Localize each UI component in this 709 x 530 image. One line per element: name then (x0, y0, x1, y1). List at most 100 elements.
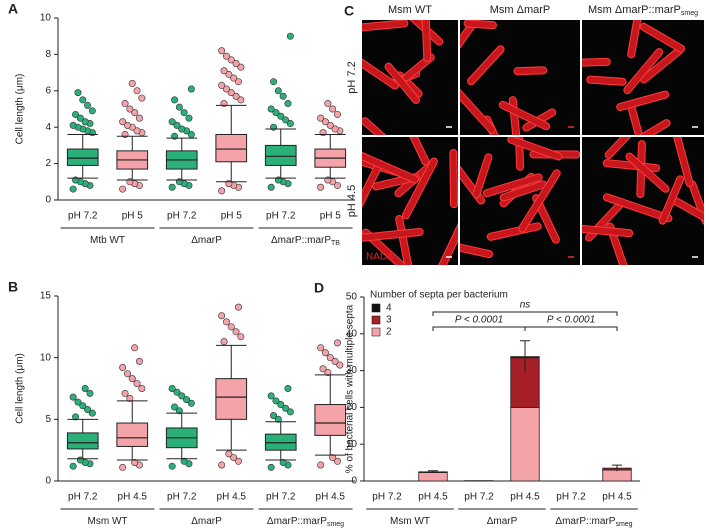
box (66, 148, 99, 166)
cell (362, 227, 424, 243)
group-label-main: Mtb WT (90, 235, 125, 246)
cell (604, 137, 641, 159)
outlier (138, 94, 146, 102)
significance-bracket (432, 326, 526, 331)
outlier (135, 357, 143, 365)
outlier (183, 396, 191, 404)
outlier (133, 380, 141, 388)
y-tick-label: 30 (346, 365, 358, 376)
box (66, 432, 99, 450)
outlier (119, 118, 127, 126)
outlier (326, 121, 334, 129)
outlier (76, 114, 84, 122)
cell (582, 57, 611, 67)
column-header-main: Msm ΔmarP::marP (588, 4, 681, 16)
cell (400, 137, 430, 166)
y-tick-label: 8 (45, 49, 51, 60)
cell (627, 20, 645, 59)
cell (482, 173, 543, 198)
panel-letter: C (344, 3, 354, 19)
cell (658, 175, 685, 225)
outlier (237, 96, 245, 104)
box (215, 133, 248, 163)
outlier (333, 457, 341, 465)
outlier (279, 92, 287, 100)
outlier (267, 392, 275, 400)
column-header: Msm ΔmarP (490, 4, 551, 16)
legend-swatch (371, 303, 381, 313)
bar-segment (418, 472, 448, 482)
group-label-main: ΔmarP (191, 516, 222, 527)
cell (518, 169, 561, 233)
micrograph (582, 137, 704, 265)
outlier (232, 59, 240, 67)
group-label: Msm WT (390, 516, 430, 527)
outlier (74, 89, 82, 97)
x-tick-label: pH 7.2 (266, 211, 296, 222)
cell (625, 152, 670, 193)
cell (421, 20, 432, 63)
outlier (284, 100, 292, 108)
outlier (79, 96, 87, 104)
annotation: P < 0.0001 (547, 315, 595, 326)
outlier (286, 120, 294, 128)
group-label-main: ΔmarP (191, 235, 222, 246)
y-tick-label: 10 (40, 13, 52, 24)
group-label-main: ΔmarP::marP (267, 516, 327, 527)
outlier (121, 389, 129, 397)
x-tick-label: pH 7.2 (68, 211, 98, 222)
outlier (187, 85, 195, 93)
outlier (168, 118, 176, 126)
outlier (218, 312, 226, 320)
outlier (180, 109, 188, 117)
cell (623, 48, 664, 95)
cell (616, 90, 670, 111)
outlier (234, 303, 242, 311)
cell (362, 20, 409, 33)
cell (626, 119, 671, 135)
x-tick-label: pH 5 (320, 211, 342, 222)
outlier (234, 78, 242, 86)
micrograph (362, 137, 458, 265)
outlier (69, 393, 77, 401)
group-label-main: Msm WT (88, 516, 128, 527)
y-tick-label: 6 (45, 85, 51, 96)
legend-title: Number of septa per bacterium (370, 290, 508, 301)
y-tick-label: 2 (45, 158, 51, 169)
outlier (69, 185, 77, 193)
outlier (270, 412, 278, 420)
outlier (225, 450, 233, 458)
outlier (267, 105, 275, 113)
column-header-sub: smeg (681, 10, 698, 17)
outlier (175, 103, 183, 111)
box (264, 433, 297, 451)
annotation: ns (520, 300, 531, 311)
outlier (119, 185, 127, 193)
box (314, 404, 347, 436)
outlier (324, 368, 332, 376)
micrograph (460, 137, 580, 265)
outlier (274, 87, 282, 95)
outlier (175, 407, 183, 415)
group-label-main: Msm WT (390, 516, 430, 527)
legend-label: 4 (386, 303, 392, 314)
outlier (131, 458, 139, 466)
outlier (317, 183, 325, 191)
panel-letter: D (314, 280, 324, 296)
outlier (168, 384, 176, 392)
cell (586, 75, 627, 86)
group-label-sub: TB (331, 240, 340, 247)
column-header-main: Msm ΔmarP (490, 4, 551, 16)
x-tick-label: pH 5 (221, 211, 243, 222)
outlier (336, 361, 344, 369)
cell (498, 100, 551, 131)
y-tick-label: 10 (346, 439, 358, 450)
legend-swatch (371, 327, 381, 337)
outlier (126, 394, 134, 402)
cell (362, 151, 419, 184)
group-label-main: ΔmarP::marP (555, 516, 615, 527)
outlier (333, 110, 341, 118)
outlier (227, 323, 235, 331)
outlier (79, 402, 87, 410)
